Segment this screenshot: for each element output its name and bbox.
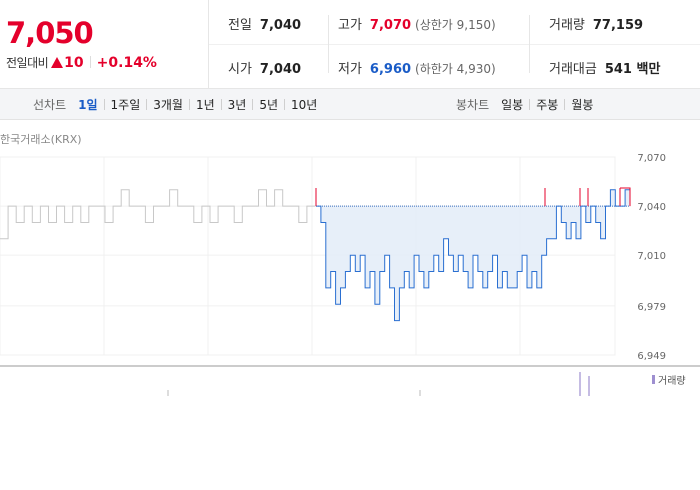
stat-label: 고가 <box>338 18 362 33</box>
tab-divider <box>252 99 254 110</box>
change-value: 10 <box>64 55 84 71</box>
stat-label: 거래대금 <box>549 62 597 77</box>
volume-swatch <box>652 375 655 384</box>
price-change: 전일대비 10 +0.14% <box>6 54 157 71</box>
tab-divider <box>564 99 566 110</box>
y-tick-label: 7,040 <box>637 202 666 213</box>
volume-legend: 거래량 <box>652 372 686 387</box>
lower-limit: (하한가 4,930) <box>415 62 496 76</box>
y-tick-label: 6,949 <box>637 351 666 362</box>
stat-label: 전일 <box>228 18 252 33</box>
change-divider <box>89 56 91 68</box>
quote-header: 7,050 전일대비 10 +0.14% 전일 7,040 시가 7,040 고가 7,0… <box>0 0 700 89</box>
candle-chart-label: 봉차트 <box>456 98 490 112</box>
up-triangle-icon <box>51 57 64 68</box>
stat-label: 거래량 <box>549 18 585 33</box>
tab-monthly[interactable]: 월봉 <box>571 98 594 112</box>
tab-weekly[interactable]: 주봉 <box>536 98 559 112</box>
stat-value: 7,040 <box>259 62 302 77</box>
upper-limit: (상한가 9,150) <box>415 18 496 32</box>
stats-col-divider <box>328 15 329 73</box>
intraday-chart: 7,070 7,040 7,010 6,979 6,949 <box>0 153 700 396</box>
tab-divider <box>284 99 286 110</box>
line-chart-label: 선차트 <box>33 98 67 112</box>
stat-label: 저가 <box>338 62 362 77</box>
y-tick-label: 7,010 <box>637 251 666 262</box>
tab-divider <box>188 99 190 110</box>
change-label: 전일대비 <box>6 56 49 70</box>
volume-area <box>167 372 590 396</box>
today-line <box>315 187 631 322</box>
candle-chart-tabs: 봉차트 일봉 주봉 월봉 <box>456 89 593 120</box>
up-segment <box>620 187 631 205</box>
stat-value: 7,040 <box>259 18 302 33</box>
y-tick-label: 7,070 <box>637 153 666 164</box>
tab-divider <box>146 99 148 110</box>
tab-10y[interactable]: 10년 <box>291 98 318 112</box>
stat-value: 541 백만 <box>604 62 661 77</box>
volume-legend-label: 거래량 <box>658 376 686 387</box>
y-axis-ticks: 7,070 7,040 7,010 6,979 6,949 <box>637 153 666 362</box>
chart-tab-bar: 선차트 1일 1주일 3개월 1년 3년 5년 10년 봉차트 일봉 주봉 월봉 <box>0 89 700 120</box>
stats-col-divider <box>529 15 530 73</box>
stat-prev-close: 전일 7,040 <box>228 14 301 33</box>
tab-divider <box>103 99 105 110</box>
data-source: 한국거래소(KRX) <box>0 133 82 146</box>
stat-amount: 거래대금 541 백만 <box>549 58 660 77</box>
plot-frame <box>0 156 616 356</box>
line-chart-tabs: 선차트 1일 1주일 3개월 1년 3년 5년 10년 <box>33 89 317 120</box>
stat-value: 7,070 <box>369 18 412 33</box>
stat-value: 77,159 <box>592 18 644 33</box>
change-percent: +0.14% <box>96 55 157 71</box>
stat-value: 6,960 <box>369 62 412 77</box>
stat-volume: 거래량 77,159 <box>549 14 643 33</box>
stat-open: 시가 7,040 <box>228 58 301 77</box>
price-box: 7,050 전일대비 10 +0.14% <box>0 0 209 89</box>
prev-day-line <box>0 189 315 240</box>
stat-label: 시가 <box>228 62 252 77</box>
tab-1d[interactable]: 1일 <box>78 98 98 112</box>
tab-3m[interactable]: 3개월 <box>153 98 183 112</box>
stat-high: 고가 7,070 (상한가 9,150) <box>338 14 496 33</box>
quote-stats: 전일 7,040 시가 7,040 고가 7,070 (상한가 9,150) 저가 6,9… <box>209 0 700 89</box>
tab-5y[interactable]: 5년 <box>259 98 279 112</box>
tab-1w[interactable]: 1주일 <box>110 98 141 112</box>
tab-1y[interactable]: 1년 <box>195 98 215 112</box>
tab-daily[interactable]: 일봉 <box>501 98 524 112</box>
prev-day-series <box>0 189 315 240</box>
tab-3y[interactable]: 3년 <box>227 98 247 112</box>
stat-low: 저가 6,960 (하한가 4,930) <box>338 58 496 77</box>
tab-divider <box>529 99 531 110</box>
tab-divider <box>220 99 222 110</box>
current-price: 7,050 <box>6 16 94 50</box>
stats-row-divider <box>209 44 700 45</box>
today-series <box>316 189 630 322</box>
y-tick-label: 6,979 <box>637 302 666 313</box>
